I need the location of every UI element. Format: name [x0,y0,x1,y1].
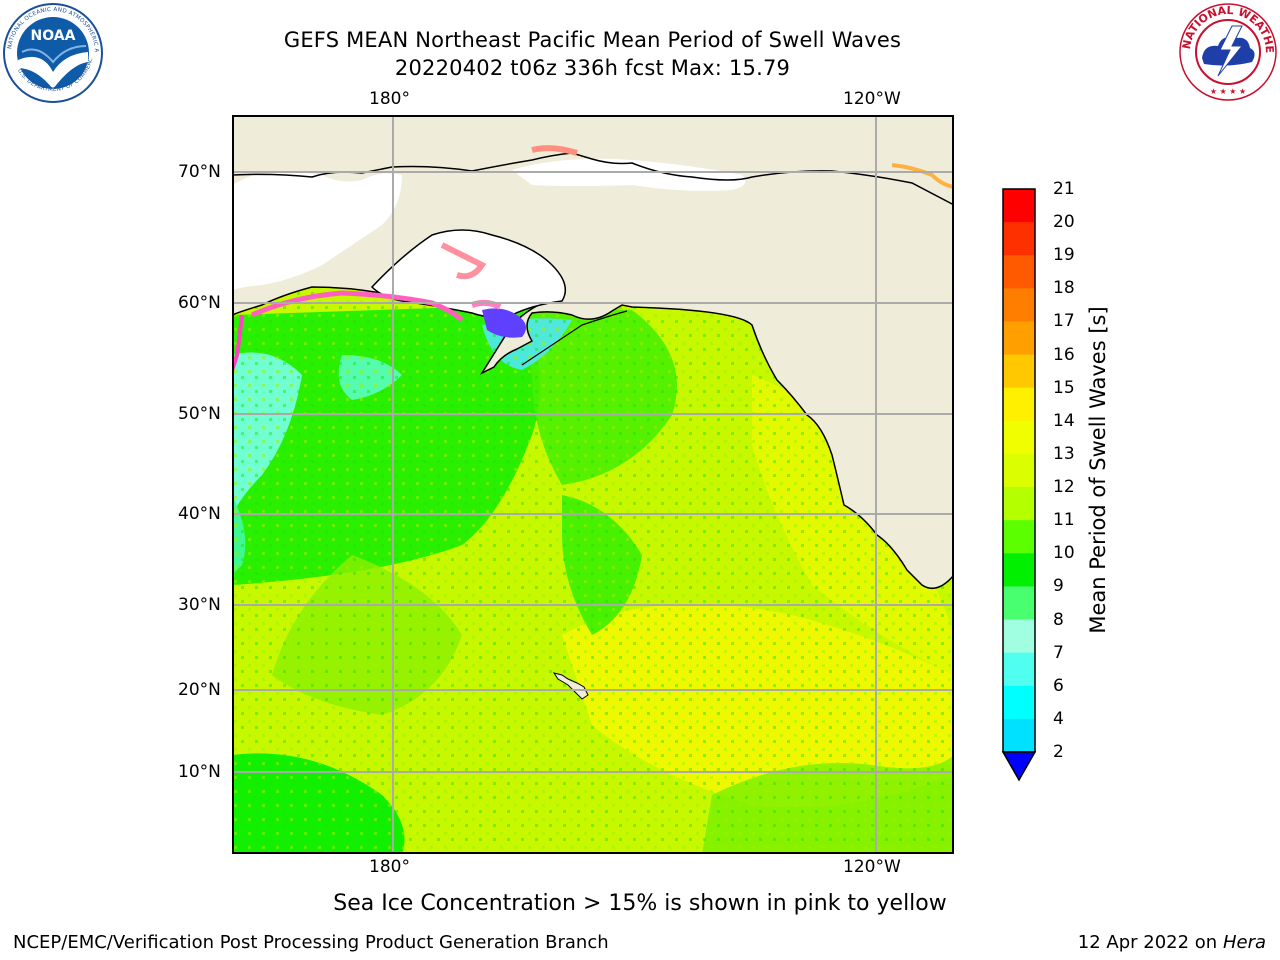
lon-label-bottom-120w: 120°W [843,857,901,877]
colorbar-cell [1003,586,1035,621]
colorbar-cell [1003,652,1035,687]
lon-label-top-180: 180° [369,89,410,109]
colorbar-cell [1003,321,1035,356]
colorbar-cell [1003,420,1035,455]
colorbar-tick-label: 19 [1053,245,1075,266]
noaa-logo-text: NOAA [31,28,76,44]
colorbar-cell [1003,553,1035,587]
sea-ice-dense [482,308,526,338]
map-frame [232,115,954,854]
hawaii-islands [552,672,589,700]
colorbar-tick-label: 21 [1053,179,1075,199]
colorbar-tick-label: 16 [1053,344,1075,365]
lat-label-70n: 70°N [178,162,221,182]
lat-label-40n: 40°N [178,504,221,524]
colorbar-tick-label: 15 [1053,377,1075,398]
colorbar-extend-arrow [1001,751,1037,782]
colorbar-tick-label: 2 [1053,742,1064,762]
colorbar-cell [1003,189,1035,223]
map-title: GEFS MEAN Northeast Pacific Mean Period … [283,28,902,52]
colorbar-tick-label: 9 [1053,576,1064,597]
colorbar-cell [1003,288,1035,322]
lat-label-30n: 30°N [178,595,221,615]
colorbar-cell [1003,520,1035,554]
colorbar-cell [1003,619,1035,654]
graticule [232,115,954,854]
colorbar-tick-label: 12 [1053,477,1075,498]
colorbar-tick-label: 11 [1053,510,1075,531]
sea-ice-caption: Sea Ice Concentration > 15% is shown in … [333,891,947,916]
colorbar-tick-label: 4 [1053,708,1064,729]
nws-logo-icon: NATIONAL WEATHER SERVICE ★ ★ ★ ★ [1178,2,1277,101]
lat-label-20n: 20°N [178,680,221,700]
colorbar-tick-label: 17 [1053,311,1075,332]
footer-host: Hera [1222,932,1266,953]
lon-label-bottom-180: 180° [369,857,410,877]
colorbar [1001,188,1037,782]
sea-ice-edge [250,290,464,322]
footer-date-text: 12 Apr 2022 on [1077,932,1223,953]
lat-label-50n: 50°N [178,404,221,424]
colorbar-cell [1003,487,1035,521]
svg-text:★ ★ ★ ★: ★ ★ ★ ★ [1210,87,1246,96]
colorbar-cell [1003,685,1035,720]
lat-label-60n: 60°N [178,293,221,313]
colorbar-tick-label: 6 [1053,675,1064,696]
footer-date: 12 Apr 2022 on Hera [1078,932,1266,953]
map-subtitle: 20220402 t06z 336h fcst Max: 15.79 [394,56,791,80]
swell-period-map [232,115,954,854]
colorbar-cell [1003,255,1035,289]
footer-credit: NCEP/EMC/Verification Post Processing Pr… [13,932,609,953]
colorbar-tick-label: 18 [1053,278,1075,299]
colorbar-tick-label: 14 [1053,410,1075,431]
lat-label-10n: 10°N [178,762,221,782]
lon-label-top-120w: 120°W [843,89,901,109]
colorbar-tick-label: 10 [1053,543,1075,564]
colorbar-frame [1002,188,1036,753]
colorbar-cell [1003,354,1035,389]
noaa-logo-icon: NOAA NATIONAL OCEANIC AND ATMOSPHERIC AD… [2,2,103,103]
colorbar-cell [1003,387,1035,422]
colorbar-cell [1003,453,1035,488]
colorbar-cell [1003,222,1035,256]
colorbar-title: Mean Period of Swell Waves [s] [1086,306,1110,634]
colorbar-cell [1003,718,1035,753]
colorbar-tick-label: 20 [1053,212,1075,233]
colorbar-tick-label: 13 [1053,443,1075,464]
colorbar-tick-label: 7 [1053,642,1064,663]
colorbar-tick-label: 8 [1053,609,1064,630]
